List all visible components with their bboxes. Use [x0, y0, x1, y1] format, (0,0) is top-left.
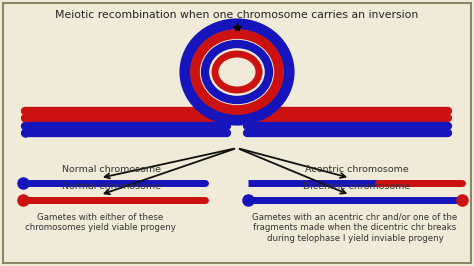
Text: Gametes with an acentric chr and/or one of the
fragments made when the dicentric: Gametes with an acentric chr and/or one … — [252, 213, 457, 243]
Text: Normal chromosome: Normal chromosome — [63, 165, 162, 174]
Text: Acentric chromosome: Acentric chromosome — [305, 165, 409, 174]
Text: Dicentric chromosome: Dicentric chromosome — [303, 182, 410, 191]
Text: Meiotic recombination when one chromosome carries an inversion: Meiotic recombination when one chromosom… — [55, 10, 419, 20]
Text: Gametes with either of these
chromosomes yield viable progeny: Gametes with either of these chromosomes… — [25, 213, 175, 232]
Text: Normal chromosome: Normal chromosome — [63, 182, 162, 191]
